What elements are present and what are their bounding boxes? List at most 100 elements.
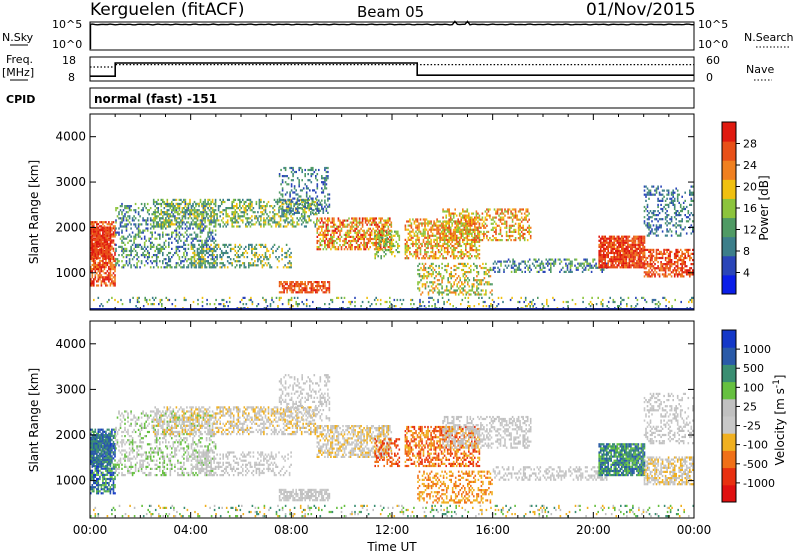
echo-cell [363, 246, 365, 249]
echo-cell [313, 281, 316, 284]
echo-cell [553, 264, 555, 267]
echo-cell [436, 273, 439, 276]
echo-cell [165, 223, 167, 226]
echo-cell [322, 237, 325, 241]
echo-cell [441, 262, 443, 265]
echo-cell [175, 211, 178, 214]
echo-cell [97, 261, 100, 265]
echo-cell [478, 249, 481, 252]
echo-cell [513, 216, 515, 219]
echo-cell [379, 248, 382, 251]
echo-cell [229, 243, 232, 246]
echo-cell [183, 200, 185, 204]
echo-cell [103, 228, 106, 231]
echo-cell [175, 235, 178, 238]
echo-cell [201, 231, 203, 234]
echo-cell [163, 225, 166, 228]
echo-cell [483, 266, 486, 270]
echo-cell [139, 231, 141, 234]
echo-cell [438, 279, 440, 282]
echo-cell [451, 244, 453, 248]
echo-cell [114, 280, 116, 283]
echo-cell [599, 245, 602, 248]
echo-cell [313, 200, 315, 204]
echo-cell [97, 238, 100, 241]
echo-cell [111, 282, 113, 285]
echo-cell [593, 258, 596, 261]
echo-cell [201, 260, 203, 263]
echo-cell [301, 207, 303, 210]
echo-cell [375, 236, 378, 239]
echo-cell [430, 242, 432, 246]
echo-cell [165, 211, 167, 214]
echo-cell [133, 256, 135, 259]
echo-cell [483, 230, 485, 233]
echo-cell [424, 287, 427, 290]
noise-sky-series [89, 20, 694, 49]
echo-cell [584, 268, 587, 271]
echo-cell [175, 217, 178, 220]
echo-cell [485, 293, 487, 296]
echo-cell [446, 208, 449, 211]
echo-cell [349, 227, 352, 230]
echo-cell [99, 251, 101, 254]
echo-cell [336, 248, 338, 251]
echo-cell [96, 230, 98, 233]
echo-cell [452, 232, 455, 235]
echo-cell [151, 241, 153, 244]
echo-cell [114, 284, 116, 287]
echo-cell [109, 259, 112, 263]
echo-cell [476, 275, 478, 278]
echo-cell [165, 239, 167, 242]
echo-cell [545, 262, 548, 265]
echo-cell [272, 215, 274, 218]
echo-cell [412, 240, 414, 243]
echo-cell [270, 219, 273, 222]
echo-cell [130, 254, 132, 257]
echo-cell [94, 257, 97, 260]
echo-cell [511, 234, 514, 238]
echo-cell [453, 268, 455, 272]
echo-cell [97, 270, 100, 273]
echo-cell [281, 181, 284, 184]
echo-cell [108, 246, 110, 250]
echo-cell [418, 262, 421, 265]
echo-cell [184, 202, 187, 206]
echo-cell [622, 243, 625, 246]
echo-cell [455, 228, 458, 231]
echo-cell [419, 232, 422, 235]
echo-cell [302, 221, 304, 224]
echo-cell [280, 183, 282, 186]
echo-cell [475, 246, 478, 250]
echo-cell [448, 230, 450, 233]
echo-cell [251, 245, 253, 248]
echo-cell [342, 223, 344, 226]
echo-cell [166, 233, 169, 236]
echo-cell [443, 234, 446, 238]
echo-cell [211, 237, 214, 240]
echo-cell [385, 242, 387, 246]
echo-cell [309, 287, 311, 290]
echo-cell [430, 238, 432, 241]
echo-cell [264, 223, 267, 226]
echo-cell [222, 198, 224, 201]
echo-cell [325, 227, 328, 230]
echo-cell [366, 223, 368, 226]
echo-cell [462, 264, 465, 268]
echo-cell [243, 256, 246, 259]
echo-cell [336, 225, 338, 228]
echo-cell [516, 218, 518, 221]
echo-cell [519, 232, 521, 236]
echo-cell [90, 221, 92, 224]
echo-cell [263, 205, 265, 208]
echo-cell [316, 195, 319, 198]
echo-cell [187, 227, 190, 230]
echo-cell [193, 215, 196, 218]
echo-cell [337, 248, 340, 251]
echo-cell [102, 226, 104, 229]
echo-cell [451, 253, 453, 256]
echo-cell [383, 251, 385, 254]
echo-cell [523, 228, 526, 231]
echo-cell [143, 249, 146, 253]
echo-cell [166, 213, 169, 216]
